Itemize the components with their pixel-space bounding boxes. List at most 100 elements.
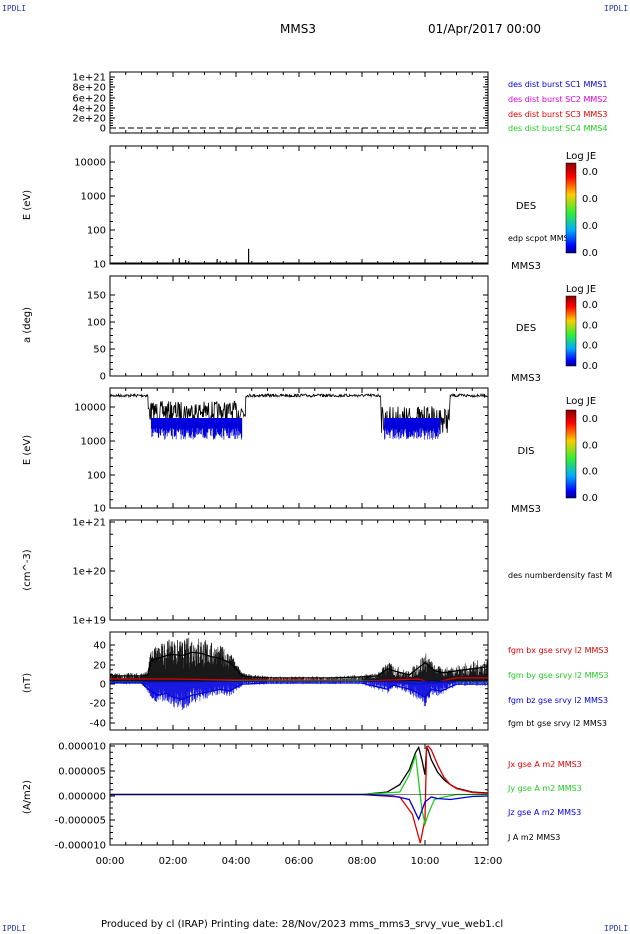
dis-energy-ytick-label: 10 xyxy=(93,504,106,515)
x-tick-label: 10:00 xyxy=(411,856,440,867)
des-energy-sub-label: edp scpot MMS3 xyxy=(508,234,574,243)
current-ylabel: (A/m2) xyxy=(22,780,33,814)
des-energy-instrument-label: DES xyxy=(516,201,536,212)
des-pitch-ytick-label: 50 xyxy=(93,345,106,356)
burst-ytick-label: 4e+20 xyxy=(72,104,106,115)
dis-energy-colorbar-tick: 0.0 xyxy=(582,467,598,478)
dis-energy-blue-trace xyxy=(150,418,441,440)
current-legend-label: Jx gse A m2 MMS3 xyxy=(507,760,582,769)
density-ylabel: (cm^-3) xyxy=(22,549,33,590)
dis-energy-colorbar-tick: 0.0 xyxy=(582,493,598,504)
des-pitch-colorbar-tick: 0.0 xyxy=(582,341,598,352)
des-energy-spacecraft-label: MMS3 xyxy=(511,261,541,272)
current-ytick-label: -0.000005 xyxy=(55,816,106,827)
fgm-legend-label: fgm bt gse srvy l2 MMS3 xyxy=(508,719,607,728)
des-energy-ytick-label: 10 xyxy=(93,260,106,271)
current-series-000000 xyxy=(110,745,489,796)
des-energy-ylabel: E (eV) xyxy=(22,190,33,220)
des-pitch-instrument-label: DES xyxy=(516,323,536,334)
dis-energy-instrument-label: DIS xyxy=(518,446,535,457)
burst-ytick-label: 8e+20 xyxy=(72,83,106,94)
des-pitch-ytick-label: 150 xyxy=(87,291,106,302)
density-frame xyxy=(109,519,489,621)
des-pitch-colorbar-title: Log JE xyxy=(566,284,596,295)
fgm-ytick-label: 0 xyxy=(100,680,106,691)
dis-energy-colorbar xyxy=(565,409,577,499)
current-ytick-label: 0.000005 xyxy=(58,767,106,778)
dis-energy-trace xyxy=(109,392,488,434)
dis-energy-frame xyxy=(109,387,489,509)
dis-energy-colorbar-tick: 0.0 xyxy=(582,440,598,451)
corner-label-bottom-right: IPDLI xyxy=(604,924,629,933)
spacecraft-title: MMS3 xyxy=(280,22,316,36)
current-ytick-label: 0.000010 xyxy=(58,742,106,753)
des-energy-frame xyxy=(109,145,489,265)
des-pitch-colorbar-tick: 0.0 xyxy=(582,300,598,311)
dis-energy-colorbar-tick: 0.0 xyxy=(582,414,598,425)
density-ytick-label: 1e+19 xyxy=(72,616,106,627)
x-tick-label: 02:00 xyxy=(159,856,188,867)
x-tick-label: 08:00 xyxy=(348,856,377,867)
x-tick-label: 00:00 xyxy=(96,856,125,867)
dis-energy-ytick-label: 10000 xyxy=(74,403,106,414)
corner-label-bottom-left: IPDLI xyxy=(2,924,27,933)
burst-ytick-label: 1e+21 xyxy=(72,73,106,84)
footer-credits: Produced by cl (IRAP) Printing date: 28/… xyxy=(101,919,504,930)
burst-ytick-label: 6e+20 xyxy=(72,94,106,105)
x-tick-label: 12:00 xyxy=(474,856,503,867)
datetime-title: 01/Apr/2017 00:00 xyxy=(428,22,542,36)
current-ytick-label: 0.000000 xyxy=(58,792,106,803)
x-tick-label: 06:00 xyxy=(285,856,314,867)
fgm-legend-label: fgm by gse srvy l2 MMS3 xyxy=(508,671,609,680)
dis-energy-colorbar-title: Log JE xyxy=(566,396,596,407)
current-series-0000dd xyxy=(110,793,489,821)
burst-legend-label: des dist burst SC1 MMS1 xyxy=(508,80,607,89)
des-pitch-colorbar-tick: 0.0 xyxy=(582,361,598,372)
current-series-22cc22 xyxy=(110,754,488,827)
des-energy-colorbar-tick: 0.0 xyxy=(582,167,598,178)
x-tick-label: 04:00 xyxy=(222,856,251,867)
des-pitch-colorbar xyxy=(565,295,577,367)
corner-label-top-right: IPDLI xyxy=(604,4,629,13)
des-pitch-ylabel: a (deg) xyxy=(22,307,33,343)
fgm-series-dd0000 xyxy=(110,677,488,684)
density-legend-label: des numberdensity fast M xyxy=(508,571,612,580)
des-energy-colorbar-tick: 0.0 xyxy=(582,248,598,259)
current-legend-label: Jz gse A m2 MMS3 xyxy=(507,808,581,817)
des-energy-colorbar xyxy=(565,162,577,254)
dis-energy-ytick-label: 100 xyxy=(87,471,106,482)
des-pitch-colorbar-tick: 0.0 xyxy=(582,320,598,331)
des-energy-colorbar-tick: 0.0 xyxy=(582,194,598,205)
des-energy-ytick-label: 10000 xyxy=(74,158,106,169)
fgm-legend-label: fgm bz gse srvy l2 MMS3 xyxy=(508,696,608,705)
burst-frame xyxy=(109,71,489,134)
current-legend-label: Jy gse A m2 MMS3 xyxy=(507,784,582,793)
fgm-ytick-label: 40 xyxy=(93,641,106,652)
des-energy-colorbar-title: Log JE xyxy=(566,151,596,162)
burst-ytick-label: 0 xyxy=(100,124,106,135)
des-pitch-ytick-label: 100 xyxy=(87,318,106,329)
density-ytick-label: 1e+20 xyxy=(72,567,106,578)
fgm-series-fill-0000dd xyxy=(109,681,488,711)
dis-energy-spacecraft-label: MMS3 xyxy=(511,504,541,515)
des-energy-ytick-label: 100 xyxy=(87,226,106,237)
current-ytick-label: -0.000010 xyxy=(55,841,106,852)
fgm-ytick-label: -20 xyxy=(90,699,106,710)
burst-legend-label: des dist burst SC2 MMS2 xyxy=(508,95,607,104)
fgm-legend-label: fgm bx gse srvy l2 MMS3 xyxy=(508,646,609,655)
burst-legend-label: des dist burst SC4 MMS4 xyxy=(508,124,607,133)
fgm-ylabel: (nT) xyxy=(22,673,33,693)
fgm-ytick-label: 20 xyxy=(93,661,106,672)
burst-legend-label: des dist burst SC3 MMS3 xyxy=(508,110,607,119)
current-series-dd0000 xyxy=(110,745,489,844)
des-energy-ytick-label: 1000 xyxy=(81,192,106,203)
fgm-series-fill-000000 xyxy=(109,637,488,681)
des-pitch-frame xyxy=(109,275,489,377)
des-pitch-ytick-label: 0 xyxy=(100,372,106,383)
fgm-ytick-label: -40 xyxy=(90,719,106,730)
dis-energy-ytick-label: 1000 xyxy=(81,437,106,448)
current-legend-label: J A m2 MMS3 xyxy=(507,833,560,842)
des-energy-colorbar-tick: 0.0 xyxy=(582,221,598,232)
corner-label-top-left: IPDLI xyxy=(2,4,27,13)
